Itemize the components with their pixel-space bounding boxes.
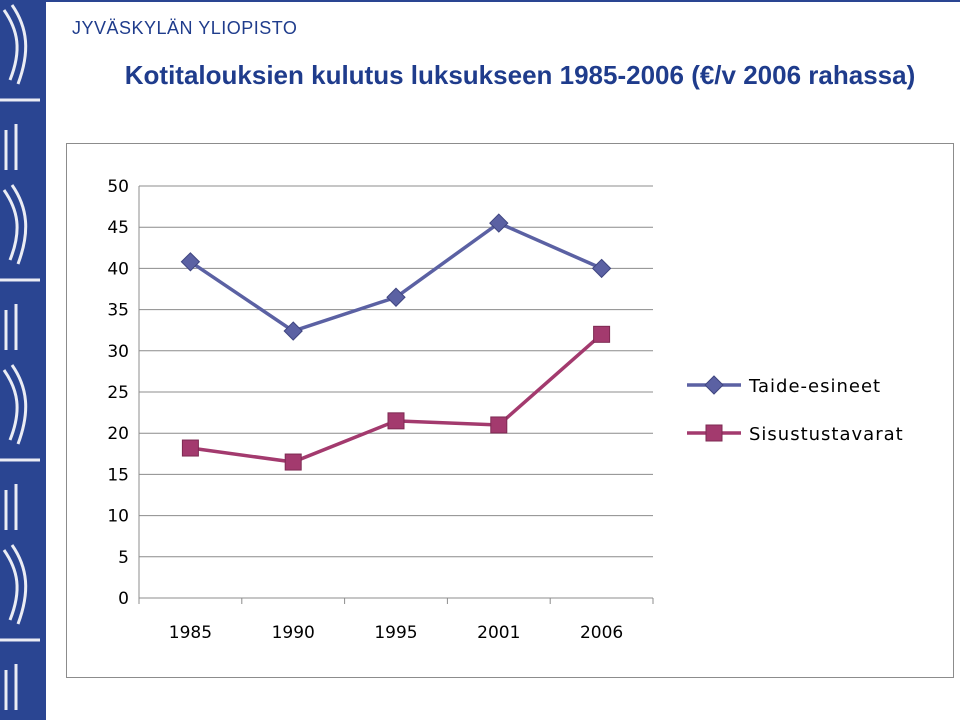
y-tick-label-20: 20 <box>107 424 129 444</box>
series-2-point-1995 <box>387 412 405 430</box>
y-tick-label-35: 35 <box>107 301 129 321</box>
series-line-1 <box>189 221 603 333</box>
university-name: JYVÄSKYLÄN YLIOPISTO <box>72 18 298 38</box>
series-2-point-2006 <box>593 325 611 343</box>
series-1-point-1990 <box>283 321 303 341</box>
series-1-point-1995 <box>386 287 406 307</box>
x-tick-label-1985: 1985 <box>169 623 212 643</box>
series-2-point-1985 <box>181 439 199 457</box>
y-tick-label-25: 25 <box>107 383 129 403</box>
legend-marker-1 <box>704 375 724 395</box>
university-side-band <box>0 0 46 720</box>
legend-label-2: Sisustustavarat <box>749 424 904 445</box>
y-tick-label-50: 50 <box>107 177 129 197</box>
legend-label-1: Taide-esineet <box>748 376 881 397</box>
series-1-point-2006 <box>591 258 612 279</box>
y-tick-label-0: 0 <box>118 589 129 609</box>
chart-frame: 0 5 10 15 20 25 30 35 40 45 50 1985 1990 1995 2001 2006… <box>66 143 954 678</box>
series-2-point-1990 <box>284 453 302 471</box>
x-tick-label-1990: 1990 <box>272 623 315 643</box>
y-tick-label-45: 45 <box>107 218 129 238</box>
series-1-point-2001 <box>489 213 509 233</box>
y-tick-label-15: 15 <box>107 465 129 485</box>
y-tick-label-10: 10 <box>107 507 129 527</box>
series-1-point-1985 <box>180 252 201 272</box>
x-tick-label-2006: 2006 <box>580 623 623 643</box>
top-rule <box>46 0 960 2</box>
series-line-2 <box>190 333 603 464</box>
university-logo-pattern-icon <box>0 4 40 710</box>
legend-marker-2 <box>705 424 723 442</box>
y-tick-label-5: 5 <box>118 548 129 568</box>
x-tick-label-2001: 2001 <box>477 623 520 643</box>
line-chart: 0 5 10 15 20 25 30 35 40 45 50 1985 1990 1995 2001 2006… <box>107 177 904 643</box>
y-tick-label-30: 30 <box>107 342 129 362</box>
y-tick-label-40: 40 <box>107 259 129 279</box>
series-2-point-2001 <box>490 416 508 434</box>
x-tick-label-1995: 1995 <box>374 623 417 643</box>
slide-title: Kotitalouksien kulutus luksukseen 1985-2… <box>124 60 916 90</box>
